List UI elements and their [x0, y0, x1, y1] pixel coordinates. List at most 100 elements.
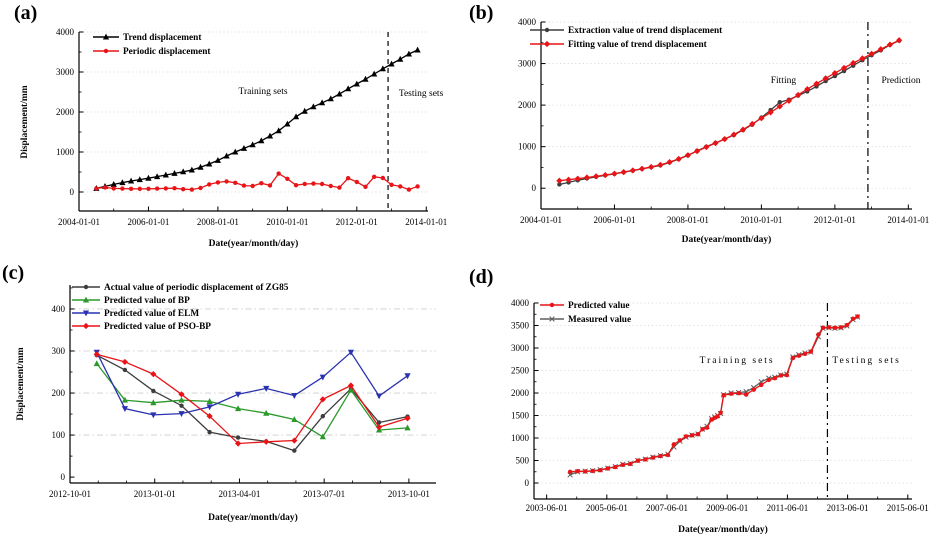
- marker-trend-displacement: [136, 176, 143, 183]
- marker-predicted-value-of-pso-bp: [404, 415, 411, 422]
- marker-trend-displacement: [223, 152, 230, 159]
- marker-periodic-displacement: [250, 183, 255, 189]
- marker-periodic-displacement: [233, 180, 238, 185]
- marker-periodic-displacement: [224, 179, 229, 184]
- marker-fitting-value-of-trend-displacement: [804, 86, 811, 93]
- marker-periodic-displacement: [319, 181, 325, 187]
- marker-periodic-displacement: [285, 176, 290, 181]
- marker-periodic-displacement: [337, 185, 342, 190]
- marker-fitting-value-of-trend-displacement: [758, 115, 765, 122]
- y-tick-label: 2000: [511, 388, 530, 398]
- series-line-extraction-value-of-trend-displacement: [559, 40, 900, 186]
- marker-trend-displacement: [327, 95, 334, 102]
- marker-periodic-displacement: [198, 185, 203, 191]
- marker-predicted-value: [772, 375, 777, 381]
- marker-periodic-displacement: [328, 183, 333, 189]
- marker-trend-displacement: [336, 90, 343, 97]
- marker-periodic-displacement: [354, 179, 360, 185]
- marker-periodic-displacement: [137, 186, 142, 192]
- y-tick-label: 300: [52, 346, 66, 356]
- marker-predicted-value: [582, 469, 588, 474]
- marker-predicted-value: [820, 325, 826, 330]
- series-line-periodic-displacement: [96, 172, 418, 191]
- marker-trend-displacement: [197, 163, 204, 170]
- legend-marker: [103, 48, 109, 54]
- chart-d-predicted-measured-total: 2003-06-01 2005-06-01 2007-06-01 2009-06-01…: [511, 298, 929, 535]
- x-tick-label: 2007-06-01: [646, 503, 688, 513]
- marker-predicted-value: [784, 372, 790, 378]
- marker-fitting-value-of-trend-displacement: [694, 148, 701, 155]
- marker-predicted-value-of-elm: [347, 349, 355, 356]
- y-tick-label: 0: [525, 478, 530, 488]
- x-tick-label: 2012-10-01: [49, 489, 91, 499]
- marker-predicted-value-of-elm: [404, 373, 411, 380]
- marker-predicted-value: [751, 387, 756, 392]
- marker-predicted-value: [766, 377, 771, 383]
- marker-fitting-value-of-trend-displacement: [712, 140, 719, 147]
- marker-fitting-value-of-trend-displacement: [620, 168, 627, 176]
- marker-predicted-value: [677, 438, 683, 443]
- marker-fitting-value-of-trend-displacement: [638, 165, 646, 172]
- legend-label: Predicted value: [568, 301, 630, 311]
- annotation-training-sets: Training sets: [700, 356, 775, 366]
- marker-predicted-value: [635, 458, 641, 463]
- marker-predicted-value: [826, 325, 832, 330]
- marker-fitting-value-of-trend-displacement: [629, 167, 636, 174]
- marker-periodic-displacement: [94, 186, 99, 191]
- marker-predicted-value: [590, 468, 595, 474]
- legend-label: Predicted value of ELM: [104, 309, 199, 319]
- marker-trend-displacement: [405, 50, 413, 57]
- marker-fitting-value-of-trend-displacement: [840, 64, 848, 72]
- marker-predicted-value-of-bp: [263, 409, 270, 416]
- marker-periodic-displacement: [371, 174, 377, 179]
- x-tick-label: 2009-06-01: [706, 503, 748, 513]
- marker-predicted-value: [728, 391, 734, 396]
- marker-fitting-value-of-trend-displacement: [749, 120, 756, 128]
- marker-predicted-value: [802, 351, 808, 357]
- marker-predicted-value-of-elm: [263, 385, 270, 392]
- panel-label-a: (a): [14, 2, 38, 24]
- marker-predicted-value-of-elm: [291, 393, 298, 399]
- marker-fitting-value-of-trend-displacement: [739, 126, 747, 133]
- marker-fitting-value-of-trend-displacement: [730, 131, 737, 138]
- legend-label: Predicted value of PSO-BP: [104, 322, 211, 332]
- marker-predicted-value: [650, 455, 656, 460]
- marker-predicted-value-of-elm: [150, 412, 157, 419]
- marker-predicted-value: [759, 382, 764, 388]
- y-tick-label: 3000: [518, 59, 537, 69]
- marker-predicted-value: [689, 433, 695, 438]
- series-line-predicted-value-of-elm: [96, 351, 408, 416]
- marker-fitting-value-of-trend-displacement: [602, 171, 609, 179]
- marker-predicted-value: [808, 349, 814, 354]
- marker-predicted-value: [628, 461, 633, 467]
- marker-periodic-displacement: [345, 176, 351, 181]
- series-line-predicted-value-of-bp: [96, 363, 408, 438]
- panel-a: (a) 2004-01-01 2006-01-01 2008-01-01 2010-0…: [0, 0, 476, 260]
- marker-periodic-displacement: [154, 186, 160, 191]
- marker-periodic-displacement: [406, 187, 412, 192]
- legend-marker: [82, 322, 90, 330]
- series-line-trend-displacement: [96, 49, 418, 190]
- marker-trend-displacement: [188, 166, 195, 173]
- x-tick-label: 2011-06-01: [767, 503, 809, 513]
- marker-predicted-value: [598, 467, 603, 473]
- legend-label: Periodic displacement: [123, 47, 211, 57]
- marker-fitting-value-of-trend-displacement: [703, 143, 710, 151]
- marker-predicted-value-of-pso-bp: [263, 438, 270, 445]
- y-tick-label: 1000: [511, 433, 530, 443]
- marker-fitting-value-of-trend-displacement: [767, 109, 774, 116]
- y-tick-label: 0: [70, 187, 75, 197]
- x-tick-label: 2012-01-01: [814, 215, 856, 225]
- legend-marker: [549, 302, 555, 308]
- legend-label: Fitting value of trend displacement: [568, 40, 708, 50]
- marker-predicted-value-of-elm: [234, 391, 242, 398]
- marker-predicted-value-of-pso-bp: [121, 358, 128, 366]
- marker-actual-value-of-periodic-displacement-of-zg85: [292, 448, 297, 453]
- annotation-training-sets: Training sets: [239, 87, 288, 97]
- y-tick-label: 4000: [518, 17, 537, 27]
- marker-predicted-value-of-bp: [150, 399, 157, 406]
- y-axis-title: Displacement/mm: [20, 85, 30, 158]
- marker-fitting-value-of-trend-displacement: [795, 91, 802, 99]
- annotation-fitting: Fitting: [771, 76, 797, 86]
